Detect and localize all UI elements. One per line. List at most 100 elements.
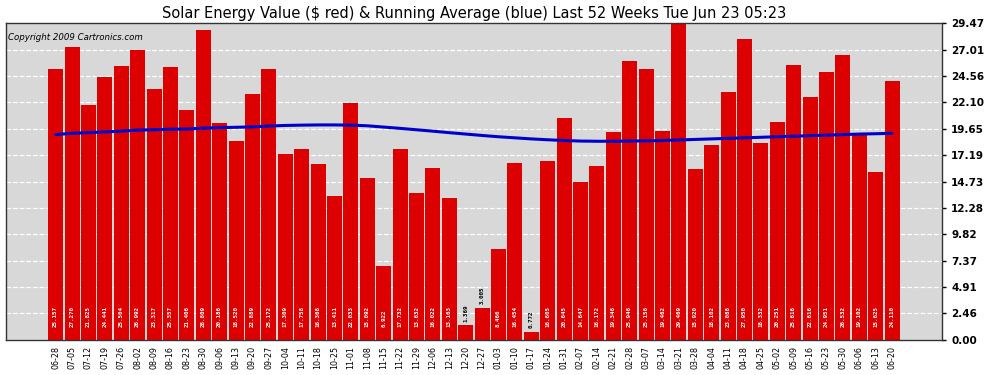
Text: 13.632: 13.632 bbox=[414, 306, 419, 327]
Bar bbox=[229, 141, 244, 340]
Text: 24.441: 24.441 bbox=[102, 306, 107, 327]
Text: 21.825: 21.825 bbox=[86, 306, 91, 327]
Bar bbox=[507, 163, 523, 340]
Text: 15.625: 15.625 bbox=[873, 306, 878, 327]
Bar bbox=[524, 332, 539, 340]
Text: 20.251: 20.251 bbox=[775, 306, 780, 327]
Bar bbox=[851, 135, 867, 340]
Bar bbox=[376, 266, 391, 340]
Text: 26.532: 26.532 bbox=[841, 306, 845, 327]
Text: 15.920: 15.920 bbox=[693, 306, 698, 327]
Text: 23.317: 23.317 bbox=[151, 306, 156, 327]
Bar bbox=[81, 105, 96, 340]
Text: 6.922: 6.922 bbox=[381, 309, 386, 327]
Bar bbox=[688, 169, 703, 340]
Bar bbox=[294, 149, 309, 340]
Bar bbox=[541, 161, 555, 340]
Bar bbox=[327, 196, 342, 340]
Bar bbox=[671, 23, 686, 340]
Text: 25.946: 25.946 bbox=[627, 306, 633, 327]
Text: 16.605: 16.605 bbox=[545, 306, 550, 327]
Text: 20.645: 20.645 bbox=[561, 306, 566, 327]
Bar bbox=[245, 94, 260, 340]
Text: 17.758: 17.758 bbox=[299, 306, 304, 327]
Text: 16.368: 16.368 bbox=[316, 306, 321, 327]
Bar bbox=[737, 39, 752, 340]
Bar bbox=[573, 183, 588, 340]
Bar bbox=[163, 68, 178, 340]
Text: 18.102: 18.102 bbox=[709, 306, 714, 327]
Text: 21.406: 21.406 bbox=[184, 306, 189, 327]
Text: 19.102: 19.102 bbox=[856, 306, 861, 327]
Text: 18.520: 18.520 bbox=[234, 306, 239, 327]
Bar bbox=[278, 154, 293, 340]
Bar bbox=[147, 89, 161, 340]
Bar bbox=[491, 249, 506, 340]
Text: 25.357: 25.357 bbox=[168, 306, 173, 327]
Bar bbox=[556, 118, 571, 340]
Bar bbox=[819, 72, 834, 340]
Bar bbox=[589, 166, 605, 340]
Text: 23.088: 23.088 bbox=[726, 306, 731, 327]
Text: 13.163: 13.163 bbox=[446, 306, 451, 327]
Text: 27.950: 27.950 bbox=[742, 306, 746, 327]
Bar bbox=[196, 30, 211, 340]
Title: Solar Energy Value ($ red) & Running Average (blue) Last 52 Weeks Tue Jun 23 05:: Solar Energy Value ($ red) & Running Ave… bbox=[161, 6, 786, 21]
Text: 16.172: 16.172 bbox=[594, 306, 599, 327]
Bar bbox=[442, 198, 456, 340]
Bar bbox=[49, 69, 63, 340]
Text: 25.156: 25.156 bbox=[644, 306, 648, 327]
Bar bbox=[639, 69, 653, 340]
Bar bbox=[97, 77, 113, 340]
Bar bbox=[753, 143, 768, 340]
Text: 17.309: 17.309 bbox=[283, 306, 288, 327]
Text: 25.172: 25.172 bbox=[266, 306, 271, 327]
Text: 15.092: 15.092 bbox=[364, 306, 369, 327]
Text: 27.270: 27.270 bbox=[69, 306, 74, 327]
Bar bbox=[212, 123, 228, 340]
Bar bbox=[179, 110, 194, 340]
Bar bbox=[622, 61, 638, 340]
Text: 19.346: 19.346 bbox=[611, 306, 616, 327]
Text: 18.332: 18.332 bbox=[758, 306, 763, 327]
Text: 16.454: 16.454 bbox=[513, 306, 518, 327]
Bar bbox=[392, 149, 408, 340]
Text: 1.369: 1.369 bbox=[463, 304, 468, 322]
Bar bbox=[114, 66, 129, 340]
Text: 3.005: 3.005 bbox=[479, 287, 484, 304]
Bar bbox=[130, 50, 146, 340]
Bar bbox=[261, 69, 276, 340]
Text: 22.033: 22.033 bbox=[348, 306, 353, 327]
Bar bbox=[655, 131, 670, 340]
Text: 22.616: 22.616 bbox=[808, 306, 813, 327]
Text: Copyright 2009 Cartronics.com: Copyright 2009 Cartronics.com bbox=[8, 33, 144, 42]
Text: 19.462: 19.462 bbox=[660, 306, 665, 327]
Text: 24.110: 24.110 bbox=[890, 306, 895, 327]
Text: 17.732: 17.732 bbox=[398, 306, 403, 327]
Bar bbox=[344, 103, 358, 340]
Bar bbox=[311, 164, 326, 340]
Text: 20.186: 20.186 bbox=[217, 306, 222, 327]
Text: 22.889: 22.889 bbox=[249, 306, 255, 327]
Bar bbox=[884, 81, 900, 340]
Text: 25.157: 25.157 bbox=[53, 306, 58, 327]
Text: 28.809: 28.809 bbox=[201, 306, 206, 327]
Text: 24.951: 24.951 bbox=[824, 306, 829, 327]
Bar bbox=[836, 55, 850, 340]
Bar bbox=[64, 47, 79, 340]
Text: 25.616: 25.616 bbox=[791, 306, 796, 327]
Bar bbox=[803, 97, 818, 340]
Text: 0.772: 0.772 bbox=[529, 311, 534, 328]
Bar bbox=[769, 122, 785, 340]
Text: 13.411: 13.411 bbox=[332, 306, 337, 327]
Bar bbox=[409, 194, 424, 340]
Bar bbox=[458, 325, 473, 340]
Bar bbox=[721, 92, 736, 340]
Bar bbox=[868, 172, 883, 340]
Text: 29.469: 29.469 bbox=[676, 306, 681, 327]
Bar bbox=[359, 178, 375, 340]
Text: 8.466: 8.466 bbox=[496, 309, 501, 327]
Text: 16.022: 16.022 bbox=[431, 306, 436, 327]
Bar bbox=[786, 64, 801, 340]
Text: 25.504: 25.504 bbox=[119, 306, 124, 327]
